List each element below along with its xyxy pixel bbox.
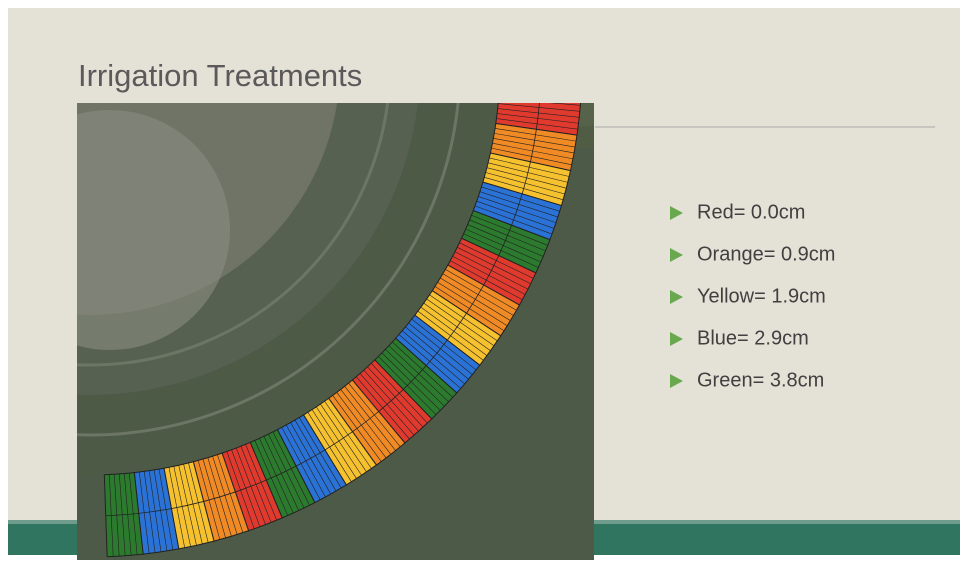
bullet-marker [670, 374, 683, 388]
slide-title: Irrigation Treatments [78, 58, 362, 93]
bullet-marker [670, 332, 683, 346]
treatment-plots [103, 103, 582, 558]
bullet-text: Green= 3.8cm [697, 369, 824, 391]
bullet-marker [670, 248, 683, 262]
aerial-photo [77, 103, 594, 560]
bullet-text: Yellow= 1.9cm [697, 285, 826, 307]
bullet-marker [670, 290, 683, 304]
bullet-marker [670, 206, 683, 220]
bullet-text: Orange= 0.9cm [697, 243, 835, 265]
bullet-text: Blue= 2.9cm [697, 327, 809, 349]
bullet-list: Red= 0.0cm Orange= 0.9cm Yellow= 1.9cm Blue… [670, 201, 835, 391]
plot-divider [105, 512, 139, 517]
bullet-text: Red= 0.0cm [697, 201, 805, 223]
plot-row [548, 103, 581, 106]
